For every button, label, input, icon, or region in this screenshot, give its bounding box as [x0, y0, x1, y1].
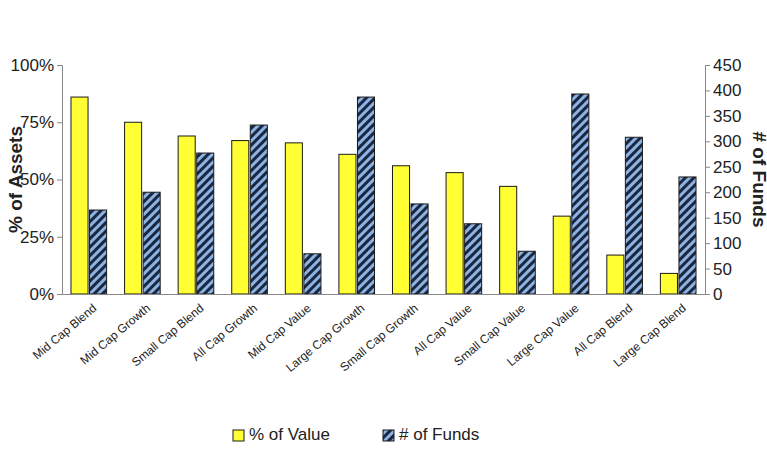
tick-mark	[705, 192, 710, 193]
tick-mark	[57, 180, 62, 181]
tick-mark	[57, 65, 62, 66]
bar	[250, 125, 267, 294]
tick-label: 450	[713, 56, 741, 75]
category-label: Large Cap Blend	[611, 301, 689, 370]
tick-label: 200	[713, 183, 741, 202]
axis-line	[63, 294, 706, 295]
bar	[197, 153, 214, 294]
tick-label: 250	[713, 158, 741, 177]
legend: % of Value # of Funds	[233, 425, 479, 444]
legend-label: # of Funds	[399, 425, 479, 444]
tick: 400	[705, 81, 741, 100]
bar	[125, 122, 142, 294]
tick: 150	[705, 209, 741, 228]
x-axis: Mid Cap BlendMid Cap GrowthSmall Cap Ble…	[30, 294, 705, 375]
tick: 300	[705, 132, 741, 151]
legend-swatch	[233, 430, 244, 441]
bar	[178, 136, 195, 294]
tick-label: 300	[713, 132, 741, 151]
legend-item: % of Value	[233, 425, 330, 444]
bar	[625, 137, 642, 294]
tick-label: 0%	[29, 285, 54, 304]
tick-mark	[705, 218, 710, 219]
plot: 0% 25% 50% 75% 100% 0 50 100 150 200 250 300 350 400 4…	[11, 56, 742, 375]
axis: 0 50 100 150 200 250 300 350 400 450	[705, 56, 741, 304]
tick: 350	[705, 107, 741, 126]
tick: 450	[705, 56, 741, 75]
tick-mark	[705, 141, 710, 142]
bar	[660, 273, 677, 294]
tick-mark	[57, 237, 62, 238]
bar	[411, 204, 428, 294]
tick-mark	[705, 116, 710, 117]
bar	[465, 224, 482, 294]
tick-label: 150	[713, 209, 741, 228]
tick-mark	[705, 243, 710, 244]
bar	[679, 177, 696, 294]
bar	[572, 94, 589, 294]
bar	[339, 154, 356, 294]
bar	[553, 216, 570, 294]
tick-mark	[705, 65, 710, 66]
tick-mark	[705, 269, 710, 270]
tick: 75%	[20, 113, 62, 132]
bar	[357, 97, 374, 294]
tick: 25%	[20, 228, 62, 247]
legend-item: # of Funds	[383, 425, 479, 444]
tick: 0	[705, 285, 722, 304]
bar	[446, 173, 463, 294]
legend-swatch	[383, 430, 394, 441]
axis-line	[57, 66, 63, 295]
tick: 200	[705, 183, 741, 202]
tick-mark	[57, 294, 62, 295]
chart: 0% 25% 50% 75% 100% 0 50 100 150 200 250 300 350 400 4…	[0, 0, 767, 465]
bar	[285, 143, 302, 294]
bar	[392, 166, 409, 294]
bar	[518, 251, 535, 294]
tick-mark	[705, 294, 710, 295]
bar	[232, 141, 249, 294]
tick-label: 400	[713, 81, 741, 100]
tick-label: 50	[713, 259, 732, 278]
axis-line	[706, 66, 711, 295]
legend-label: % of Value	[249, 425, 330, 444]
category-label: Small Cap Growth	[337, 301, 421, 374]
tick-mark	[705, 90, 710, 91]
bar	[143, 192, 160, 294]
tick: 100%	[11, 56, 62, 75]
tick: 50	[705, 259, 732, 278]
tick: 250	[705, 158, 741, 177]
tick: 100	[705, 234, 741, 253]
tick-label: 350	[713, 107, 741, 126]
tick-mark	[705, 167, 710, 168]
tick: 0%	[29, 285, 62, 304]
tick: 50%	[20, 170, 62, 189]
bar	[304, 254, 321, 294]
tick-label: 0	[713, 285, 722, 304]
category-label: Large Cap Value	[504, 301, 582, 369]
bar	[90, 210, 107, 294]
tick: Large Cap Blend	[611, 294, 689, 370]
tick-label: 100%	[11, 56, 54, 75]
tick-label: 100	[713, 234, 741, 253]
tick-mark	[57, 122, 62, 123]
bar	[71, 97, 88, 294]
tick: Small Cap Growth	[337, 294, 421, 374]
bar	[500, 186, 517, 294]
axis-title: # of Funds	[749, 131, 767, 227]
axis-title: % of Assets	[5, 126, 26, 233]
bars	[71, 94, 696, 294]
tick: Large Cap Value	[504, 294, 582, 369]
bar	[607, 255, 624, 294]
